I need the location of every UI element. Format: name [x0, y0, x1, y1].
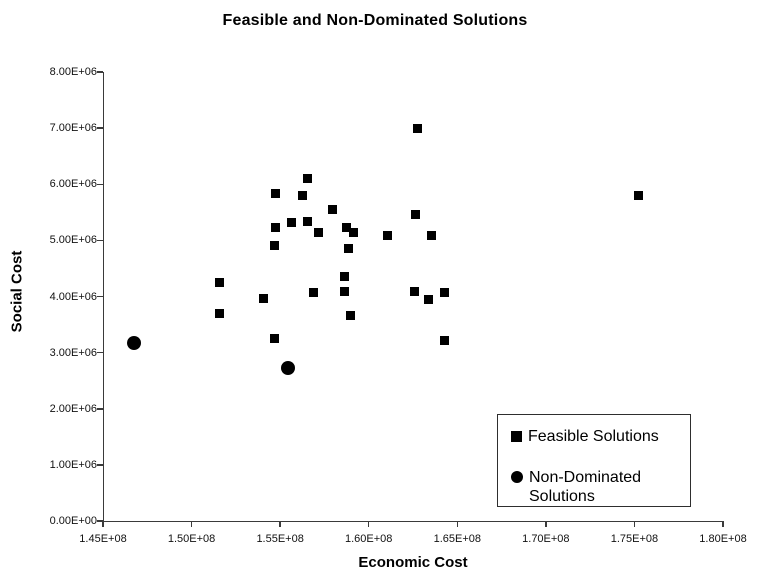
legend-feasible-label: Feasible Solutions	[528, 428, 659, 445]
y-tick-mark	[97, 127, 103, 129]
x-tick-mark	[367, 521, 370, 527]
data-point-feasible	[439, 335, 449, 345]
legend-item-feasible: Feasible Solutions	[511, 427, 680, 446]
x-tick-mark	[279, 521, 281, 527]
data-point-feasible	[297, 190, 307, 200]
y-axis-title: Social Cost	[8, 250, 26, 333]
x-tick-label: 1.65E+08	[433, 533, 481, 545]
data-point-nondominated	[127, 335, 142, 350]
x-tick-mark	[633, 521, 636, 527]
x-tick-label: 1.60E+08	[345, 533, 393, 545]
x-tick-label: 1.50E+08	[167, 533, 216, 545]
legend-feasible-square-icon	[511, 431, 522, 442]
data-point-feasible	[269, 240, 279, 250]
data-point-feasible	[411, 210, 421, 220]
data-point-feasible	[328, 205, 337, 214]
y-tick-label: 0.00E+00	[49, 515, 97, 527]
y-tick-label: 5.00E+06	[49, 234, 97, 247]
x-tick-mark	[545, 521, 547, 527]
data-point-feasible	[345, 311, 355, 321]
y-tick-label: 8.00E+06	[49, 66, 97, 78]
y-tick-label: 2.00E+06	[49, 402, 97, 415]
data-point-feasible	[269, 334, 279, 344]
y-tick-mark	[97, 464, 103, 466]
data-point-feasible	[303, 174, 313, 184]
data-point-nondominated	[281, 361, 296, 376]
legend-item-nondominated: Non-Dominated Solutions	[511, 468, 680, 506]
legend-nondominated-label: Non-Dominated Solutions	[529, 469, 642, 505]
data-point-feasible	[313, 228, 323, 238]
data-point-feasible	[271, 222, 281, 232]
x-tick-label: 1.45E+08	[79, 533, 127, 545]
data-point-feasible	[342, 222, 352, 232]
y-tick-mark	[97, 520, 103, 522]
x-tick-mark	[190, 521, 193, 527]
data-point-feasible	[427, 230, 437, 240]
y-tick-mark	[97, 183, 103, 185]
data-point-feasible	[303, 216, 313, 226]
data-point-feasible	[439, 288, 449, 298]
x-tick-label: 1.80E+08	[699, 533, 747, 545]
x-tick-mark	[102, 521, 104, 527]
data-point-feasible	[271, 189, 281, 199]
data-point-feasible	[214, 308, 224, 318]
x-tick-label: 1.55E+08	[256, 533, 304, 545]
data-point-feasible	[258, 293, 268, 303]
x-tick-mark	[456, 521, 459, 527]
data-point-feasible	[340, 271, 350, 281]
y-tick-mark	[97, 351, 103, 354]
data-point-feasible	[423, 294, 433, 304]
data-point-feasible	[382, 230, 392, 240]
x-tick-label: 1.70E+08	[522, 533, 570, 545]
chart-title: Feasible and Non-Dominated Solutions	[222, 12, 528, 29]
data-point-feasible	[287, 217, 297, 227]
data-point-feasible	[413, 124, 423, 134]
y-tick-label: 1.00E+06	[49, 458, 97, 471]
x-axis-title: Economic Cost	[358, 554, 468, 571]
legend: Feasible Solutions Non-Dominated Solutio…	[497, 414, 691, 507]
y-tick-mark	[97, 71, 103, 73]
data-point-feasible	[409, 286, 419, 296]
data-point-feasible	[308, 288, 318, 298]
x-tick-mark	[722, 521, 724, 527]
x-tick-label: 1.75E+08	[610, 533, 659, 545]
data-point-feasible	[634, 190, 644, 200]
y-tick-mark	[97, 239, 103, 242]
data-point-feasible	[349, 228, 359, 238]
y-tick-mark	[97, 295, 103, 298]
y-tick-label: 3.00E+06	[49, 346, 97, 359]
y-tick-label: 7.00E+06	[49, 122, 97, 135]
legend-nondominated-circle-icon	[511, 471, 523, 483]
data-point-feasible	[343, 243, 353, 253]
y-tick-label: 6.00E+06	[49, 178, 97, 191]
y-tick-mark	[97, 408, 103, 410]
plot-area	[103, 72, 724, 522]
data-point-feasible	[340, 286, 350, 296]
data-point-feasible	[214, 277, 224, 287]
y-tick-label: 4.00E+06	[49, 290, 97, 303]
